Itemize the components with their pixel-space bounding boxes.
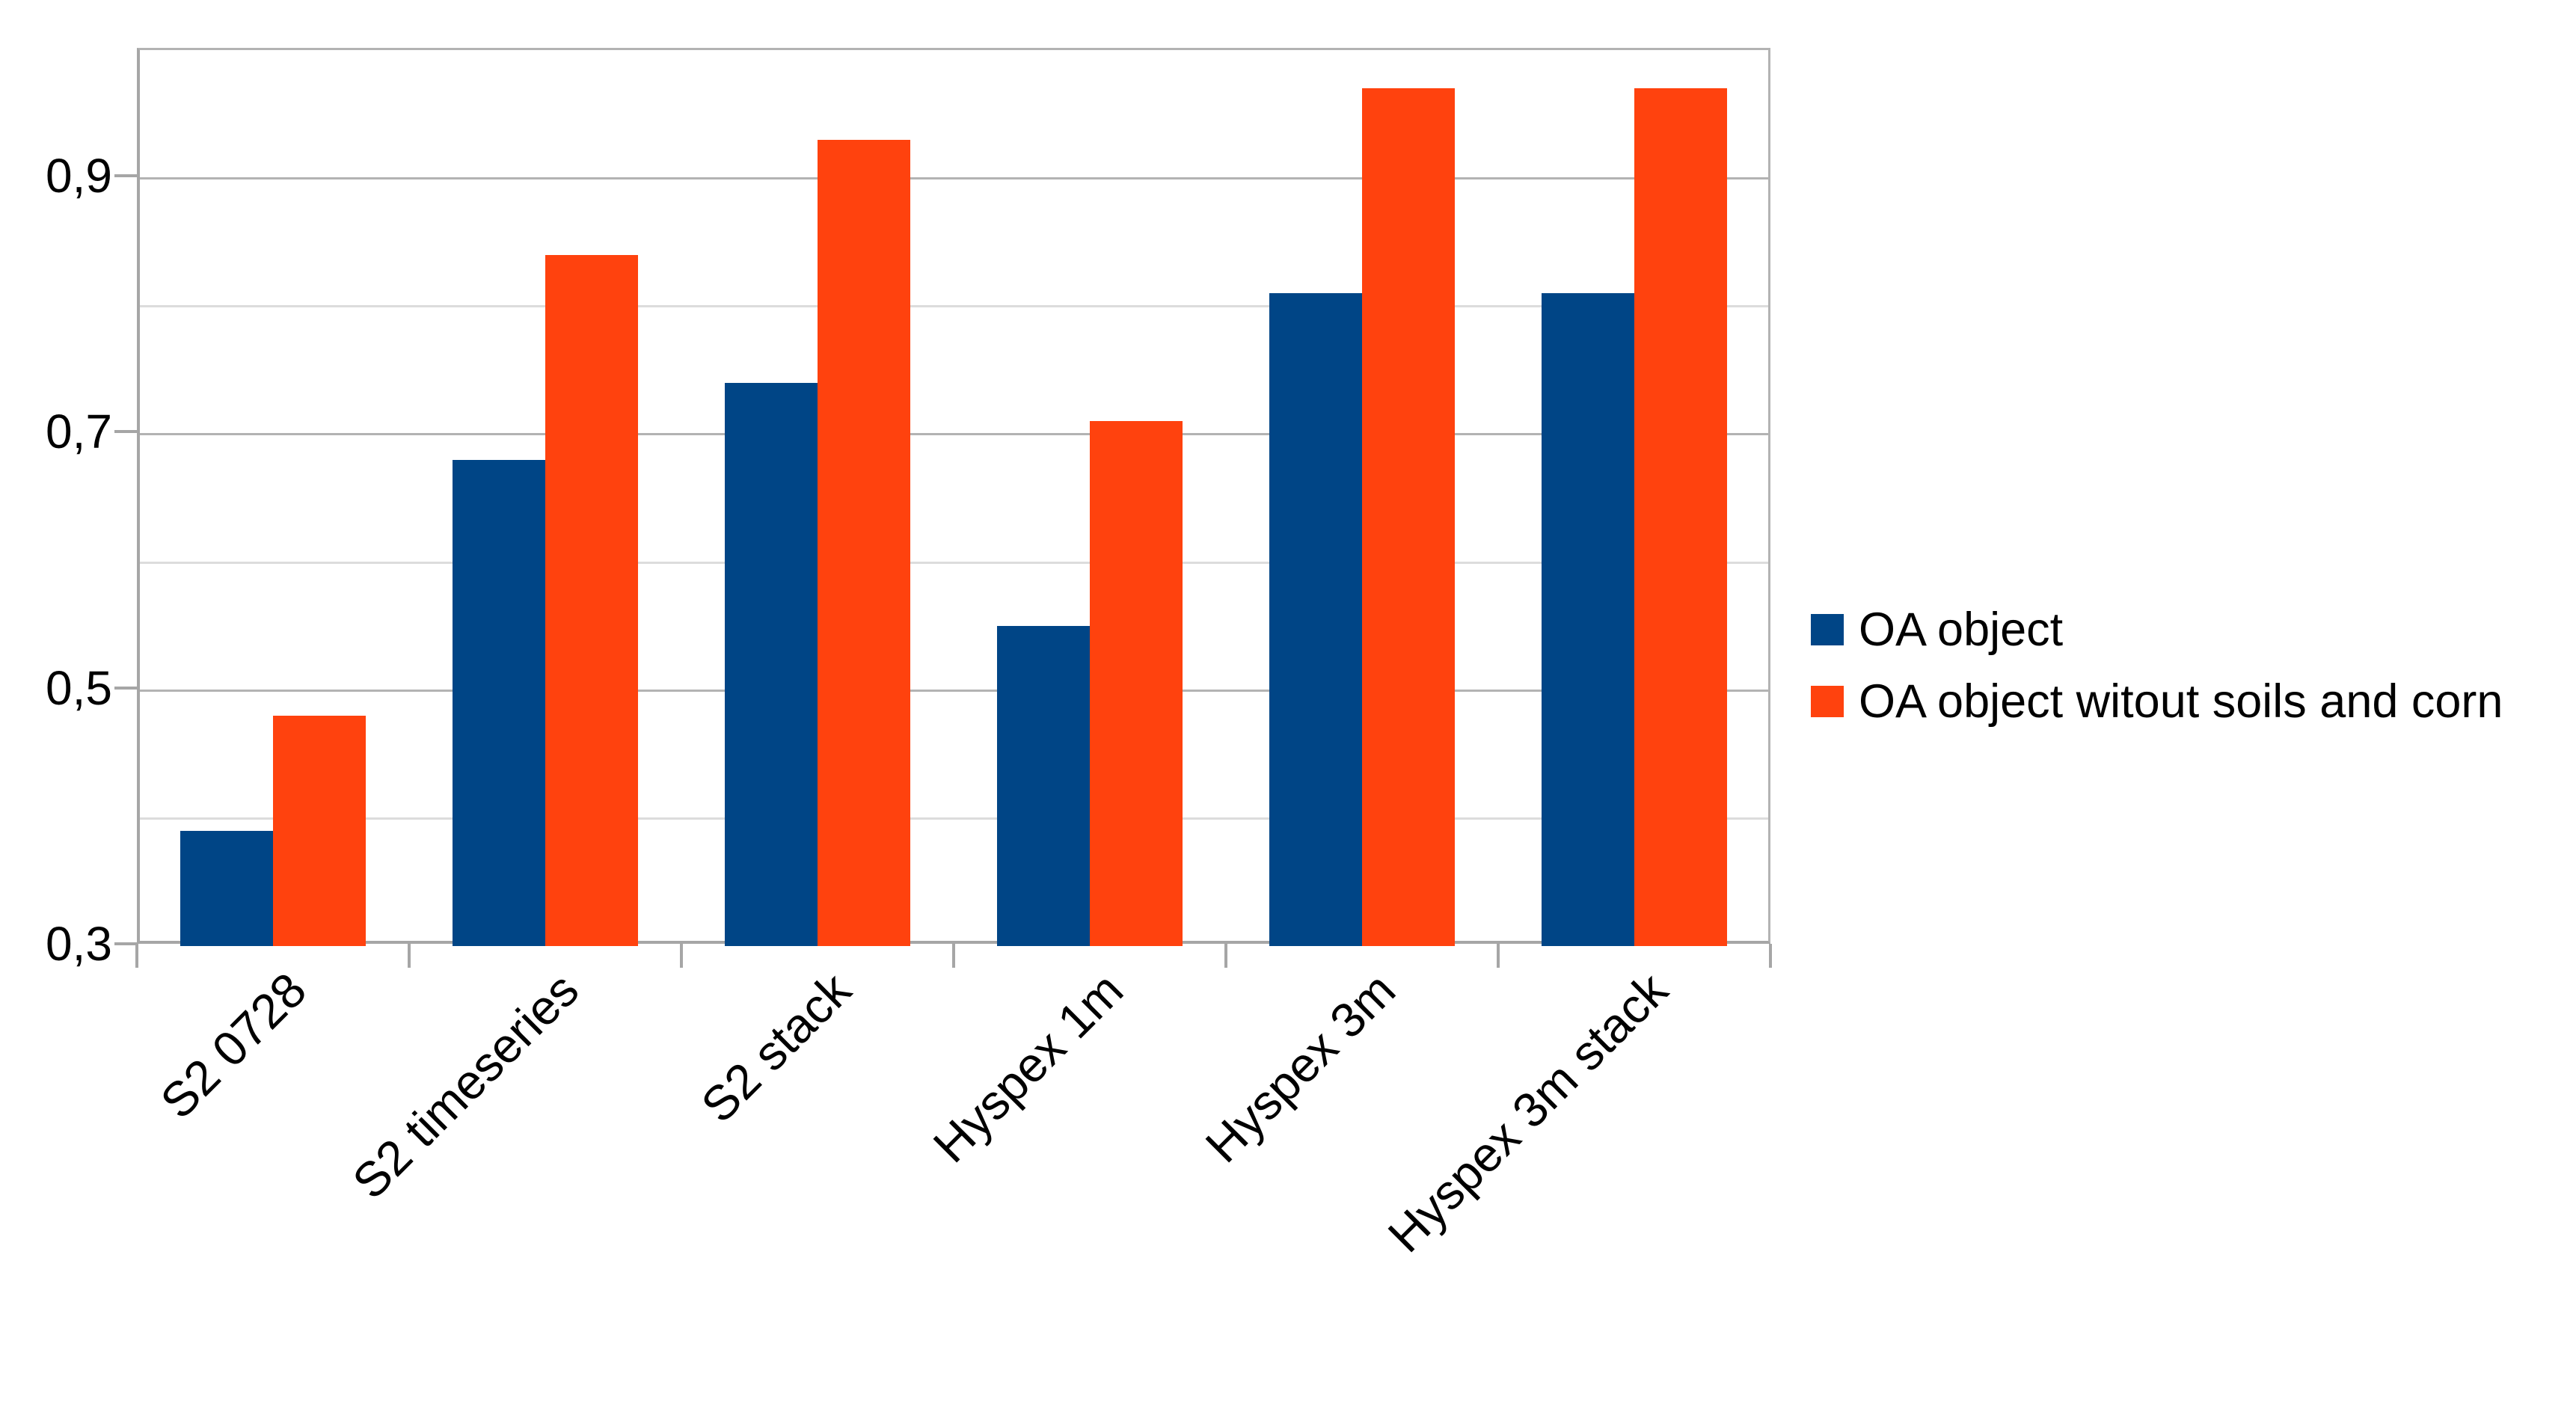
gridline-0.6 xyxy=(140,561,1768,564)
bar-oa-object-hyspex-1m xyxy=(997,626,1090,946)
bar-oa-object-s2-stack xyxy=(725,382,818,946)
legend-label-oa-object-witout-soils-and-corn: OA object witout soils and corn xyxy=(1859,675,2503,728)
bar-oa-object-witout-soils-and-corn-hyspex-1m xyxy=(1090,421,1183,946)
bar-oa-object-witout-soils-and-corn-s2-timeseries xyxy=(545,254,638,946)
y-axis-tick-0.5 xyxy=(114,686,137,690)
gridline-0.8 xyxy=(140,305,1768,308)
bar-oa-object-hyspex-3m xyxy=(1269,293,1362,946)
bar-oa-object-hyspex-3m-stack xyxy=(1542,293,1634,946)
legend-item-oa-object: OA object xyxy=(1811,603,2503,656)
bar-oa-object-witout-soils-and-corn-s2-stack xyxy=(818,139,910,946)
y-axis-label-0.7: 0,7 xyxy=(46,405,112,459)
gridline-0.7 xyxy=(140,433,1768,436)
bar-oa-object-s2-timeseries xyxy=(453,459,545,946)
x-axis-tick-1 xyxy=(408,944,411,968)
x-axis-tick-3 xyxy=(952,944,955,968)
x-axis-tick-6 xyxy=(1769,944,1772,968)
bar-oa-object-witout-soils-and-corn-hyspex-3m xyxy=(1362,88,1455,946)
bar-oa-object-witout-soils-and-corn-hyspex-3m-stack xyxy=(1634,88,1727,946)
y-axis-tick-0.3 xyxy=(114,942,137,945)
x-axis-tick-2 xyxy=(680,944,683,968)
bar-oa-object-witout-soils-and-corn-s2-0728 xyxy=(273,715,366,946)
y-axis-tick-0.9 xyxy=(114,174,137,178)
y-axis-label-0.5: 0,5 xyxy=(46,660,112,715)
gridline-0.9 xyxy=(140,177,1768,180)
x-axis-tick-4 xyxy=(1224,944,1227,968)
legend-label-oa-object: OA object xyxy=(1859,603,2064,656)
legend-swatch-oa-object-witout-soils-and-corn xyxy=(1811,686,1844,717)
y-axis-tick-0.7 xyxy=(114,430,137,434)
gridline-0.5 xyxy=(140,689,1768,692)
x-axis-tick-0 xyxy=(135,944,138,968)
y-axis-label-0.3: 0,3 xyxy=(46,917,112,971)
legend-swatch-oa-object xyxy=(1811,614,1844,645)
bar-chart: 0,3 0,5 0,7 0,9 S2 0728 S2 timeseries S2 stack… xyxy=(46,48,2503,1262)
bar-oa-object-s2-0728 xyxy=(180,830,273,946)
plot-area xyxy=(137,48,1770,946)
y-axis-label-0.9: 0,9 xyxy=(46,149,112,203)
legend: OA object OA object witout soils and cor… xyxy=(1811,603,2503,751)
gridline-0.4 xyxy=(140,817,1768,820)
x-axis-tick-5 xyxy=(1497,944,1500,968)
legend-item-oa-object-witout-soils-and-corn: OA object witout soils and corn xyxy=(1811,675,2503,728)
x-axis-label-s2-0728: S2 0728 xyxy=(150,962,317,1129)
